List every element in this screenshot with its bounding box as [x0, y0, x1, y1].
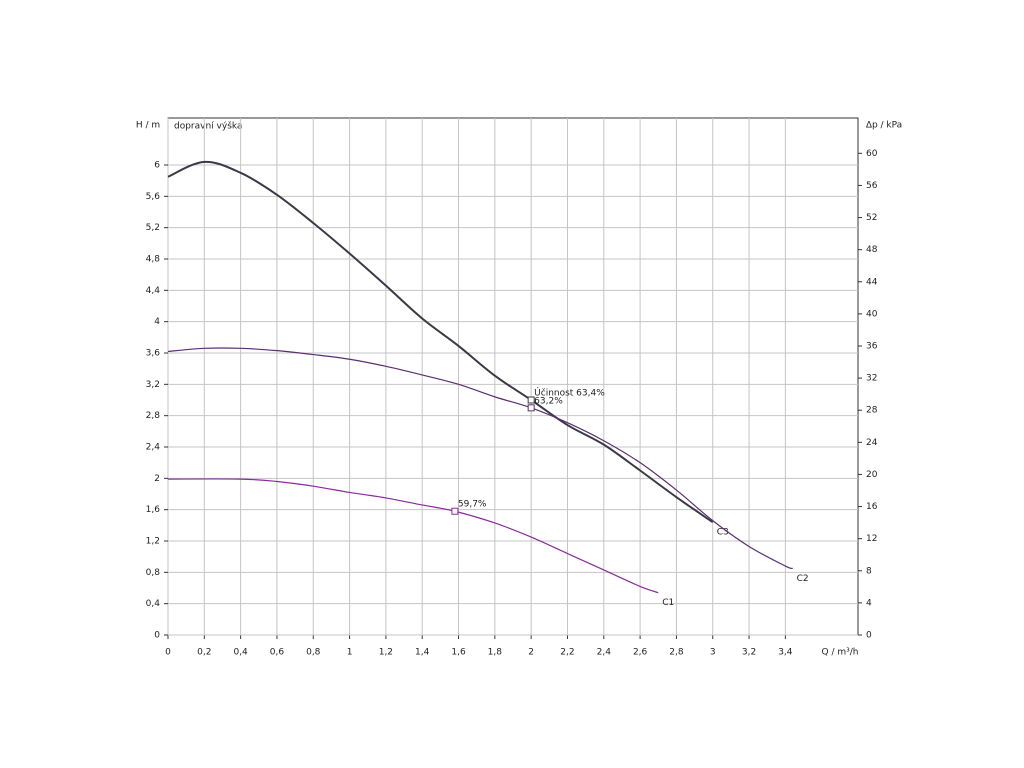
x-tick-label: 3,2 [742, 648, 756, 658]
x-tick-label: 2,2 [560, 648, 574, 658]
y-tick-label: 0,4 [146, 599, 161, 609]
x-tick-label: 0,2 [197, 648, 211, 658]
x-tick-label: 0,6 [270, 648, 285, 658]
y-tick-label: 3,2 [146, 380, 160, 390]
y2-tick-label: 36 [866, 341, 878, 351]
y2-tick-label: 20 [866, 470, 878, 480]
y-tick-label: 6 [154, 161, 160, 171]
point-label: 63,2% [534, 396, 563, 406]
x-tick-label: 3,4 [778, 648, 793, 658]
y2-tick-label: 32 [866, 374, 877, 384]
plot-frame [167, 117, 859, 636]
y-tick-label: 4,4 [146, 286, 161, 296]
y-tick-label: 1,6 [146, 505, 161, 515]
x-axis-label: Q / m³/h [822, 648, 859, 658]
y2-tick-label: 44 [866, 277, 878, 287]
x-tick-label: 2 [528, 648, 534, 658]
y-tick-label: 1,2 [146, 537, 160, 547]
x-tick-label: 1,6 [451, 648, 466, 658]
y-tick-label: 5,2 [146, 223, 160, 233]
y2-tick-label: 8 [866, 566, 872, 576]
y2-tick-label: 16 [866, 502, 878, 512]
y2-tick-label: 28 [866, 406, 878, 416]
y-tick-label: 5,6 [146, 192, 161, 202]
y-tick-label: 4 [154, 317, 160, 327]
y2-tick-label: 0 [866, 631, 872, 641]
y2-tick-label: 24 [866, 438, 878, 448]
curve-label: C3 [717, 528, 729, 538]
curve [167, 160, 714, 524]
y-axis-description: dopravní výška [174, 121, 242, 132]
x-tick-label: 2,4 [597, 648, 612, 658]
curve [167, 347, 793, 570]
y-tick-label: 3,6 [146, 349, 161, 359]
x-tick-label: 0,8 [306, 648, 321, 658]
operating-point [527, 404, 535, 412]
x-tick-label: 3 [710, 648, 716, 658]
y-axis-label: H / m [136, 121, 160, 131]
x-tick-label: 2,8 [669, 648, 684, 658]
y-tick-label: 2,8 [146, 411, 161, 421]
y2-axis-label: Δp / kPa [866, 121, 902, 131]
point-label: 59,7% [458, 500, 487, 510]
y2-tick-label: 4 [866, 598, 872, 608]
operating-point [527, 396, 535, 404]
x-tick-label: 0 [165, 648, 171, 658]
x-tick-label: 0,4 [233, 648, 248, 658]
x-tick-label: 2,6 [633, 648, 648, 658]
curve-label: C2 [797, 574, 809, 584]
y2-tick-label: 40 [866, 309, 878, 319]
x-tick-label: 1,8 [488, 648, 503, 658]
point-label: Účinnost 63,4% [534, 387, 605, 399]
y-tick-label: 0,8 [146, 568, 161, 578]
curve-label: C1 [662, 598, 674, 608]
x-tick-label: 1 [347, 648, 353, 658]
y2-tick-label: 12 [866, 534, 877, 544]
curve [167, 478, 659, 594]
y2-tick-label: 56 [866, 181, 878, 191]
y-tick-label: 2,4 [146, 443, 161, 453]
y2-tick-label: 60 [866, 149, 878, 159]
x-tick-label: 1,4 [415, 648, 430, 658]
y-tick-label: 2 [154, 474, 160, 484]
y2-tick-label: 52 [866, 213, 877, 223]
y-tick-label: 0 [154, 631, 160, 641]
y2-tick-label: 48 [866, 245, 878, 255]
y-tick-label: 4,8 [146, 255, 161, 265]
operating-point [451, 507, 459, 515]
x-tick-label: 1,2 [379, 648, 393, 658]
